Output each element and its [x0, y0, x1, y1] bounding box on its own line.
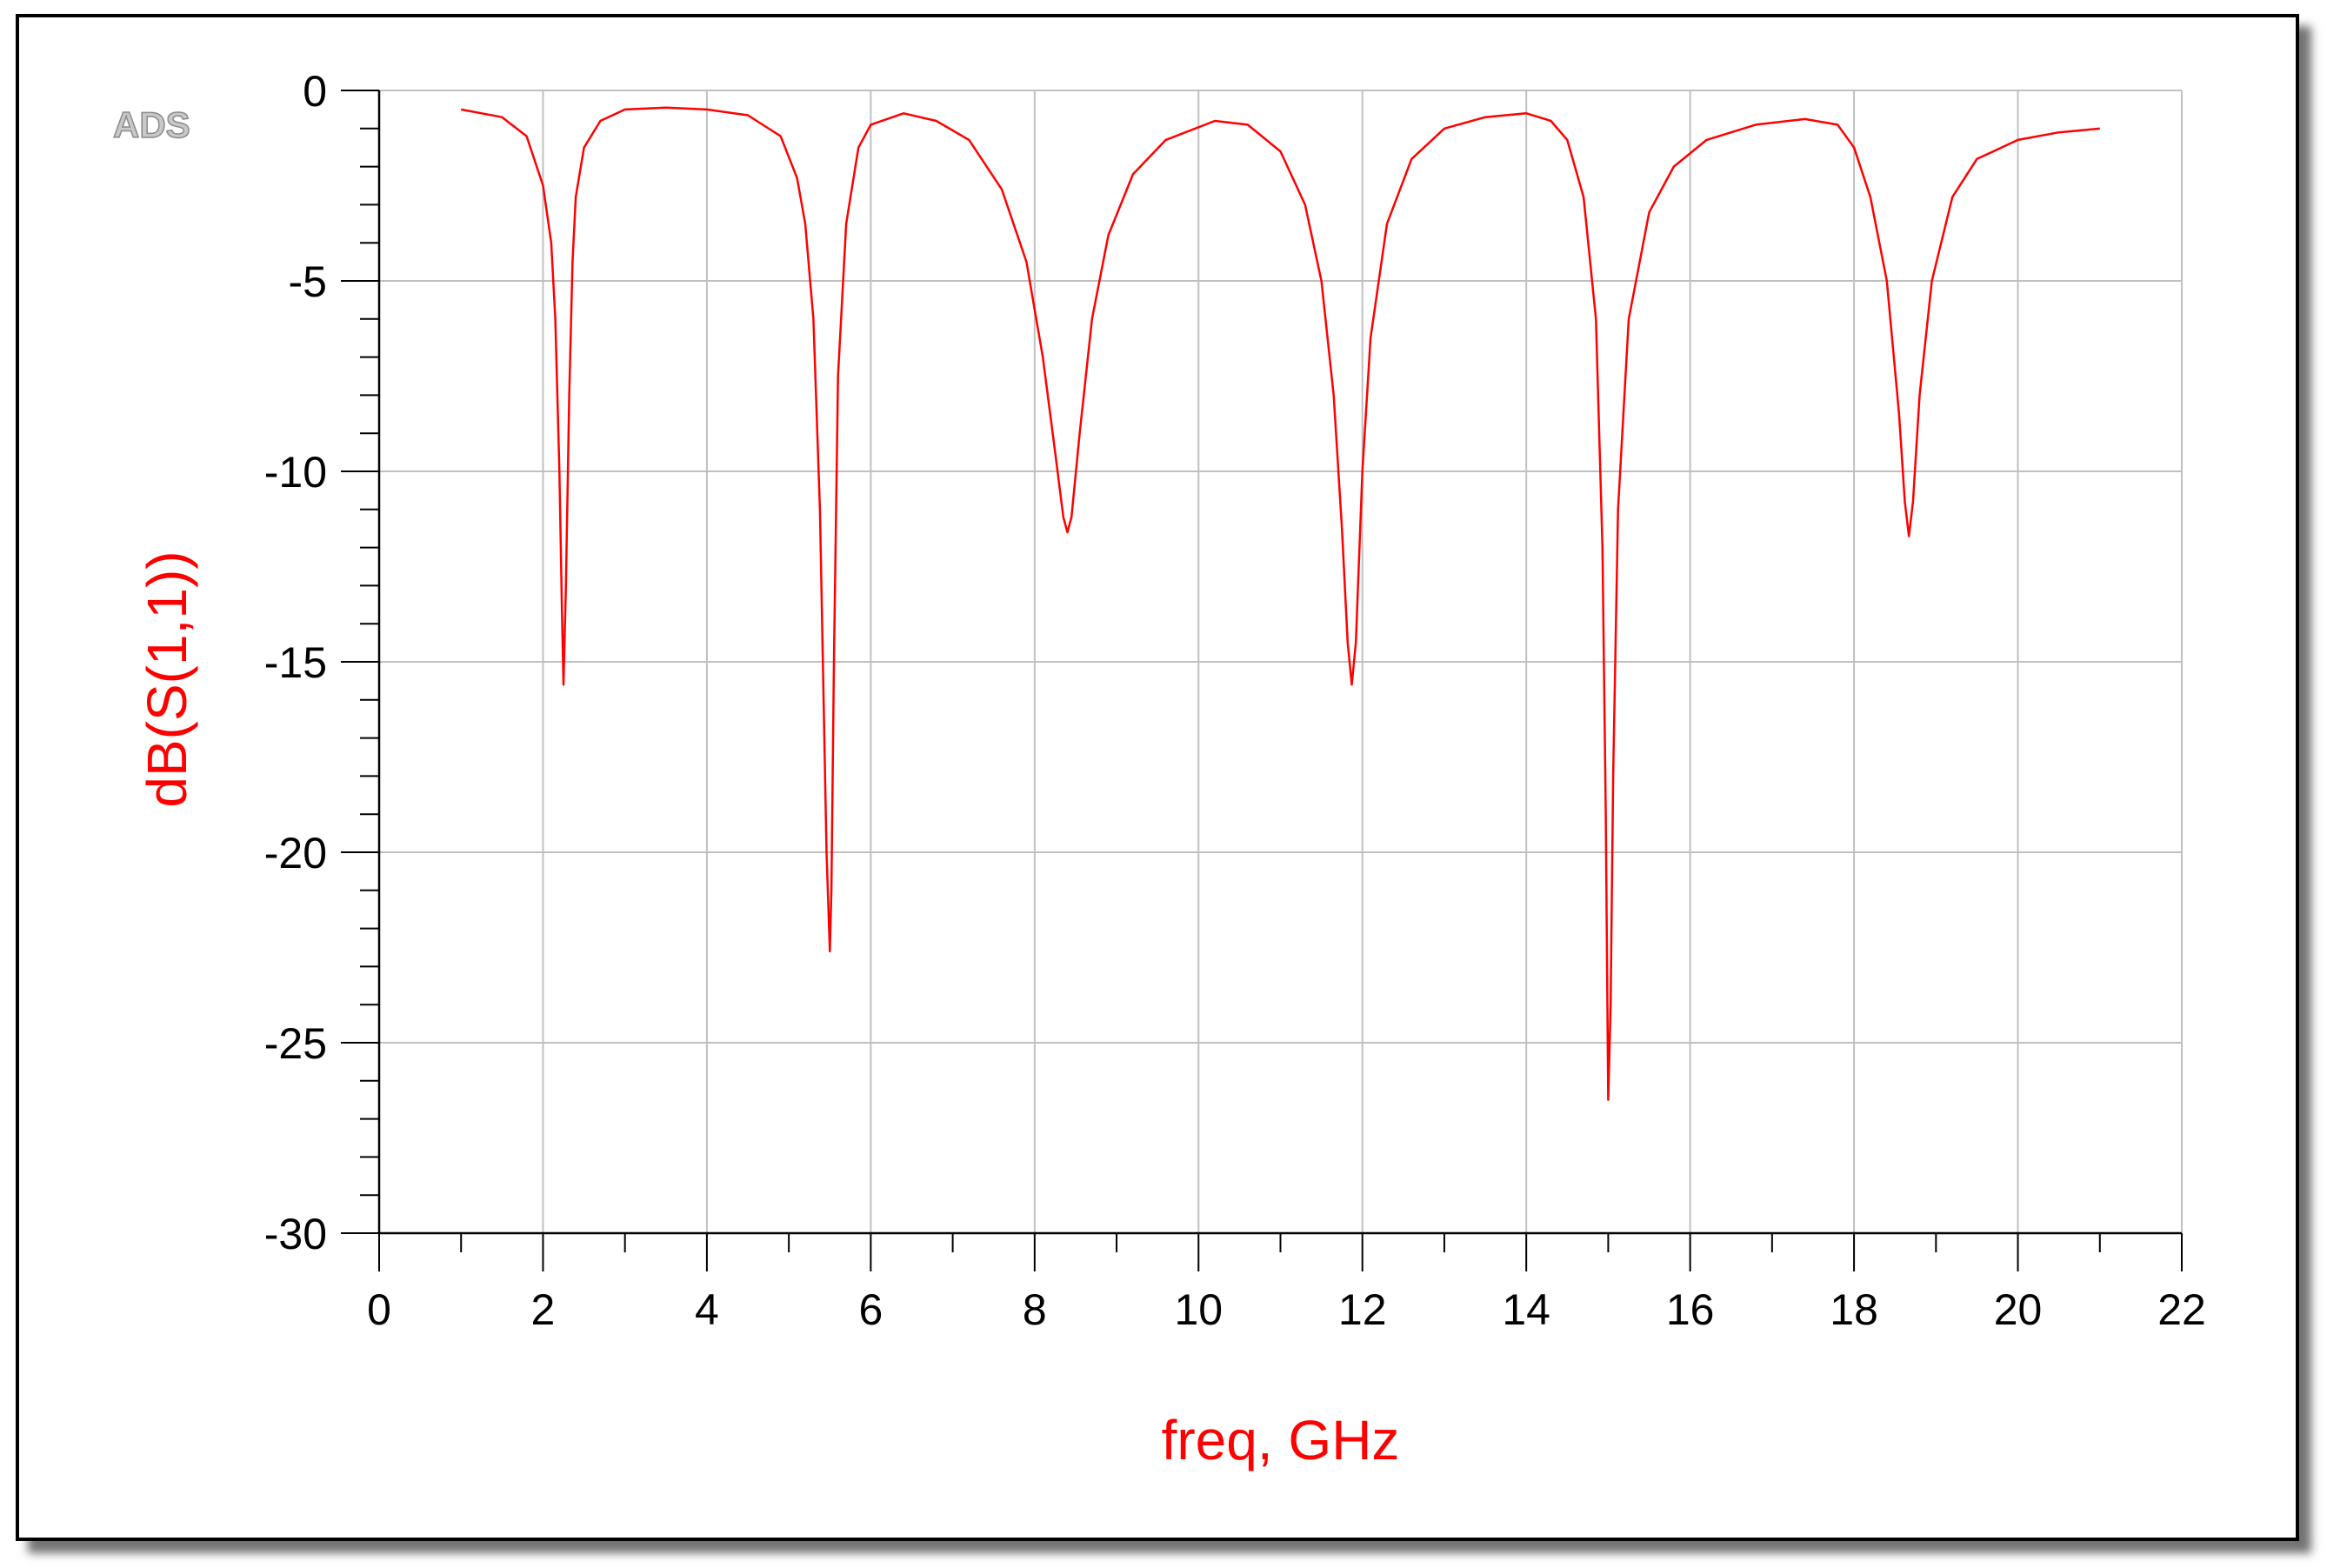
x-axis-label: freq, GHz [1162, 1409, 1400, 1471]
x-tick-label: 8 [1023, 1285, 1047, 1334]
x-tick-label: 4 [695, 1285, 719, 1334]
x-tick-label: 14 [1502, 1285, 1550, 1334]
x-tick-label: 22 [2157, 1285, 2206, 1334]
y-tick-label: -5 [289, 257, 327, 306]
y-tick-label: -10 [264, 448, 327, 497]
chart-svg: ADS 0 -5 -10 -15 -20 -25 -30 0 2 4 6 8 10 12 14 16 18 20 2… [112, 67, 2206, 1471]
y-axis-label: dB(S(1,1)) [136, 550, 198, 807]
y-tick-label: 0 [303, 67, 327, 116]
tick-labels: 0 -5 -10 -15 -20 -25 -30 0 2 4 6 8 10 12 14 16 18 20 22 [264, 67, 2206, 1334]
grid-lines [378, 90, 2183, 1234]
x-tick-label: 16 [1666, 1285, 1715, 1334]
x-tick-label: 10 [1174, 1285, 1223, 1334]
x-tick-label: 2 [531, 1285, 556, 1334]
x-tick-label: 6 [858, 1285, 883, 1334]
y-tick-label: -25 [264, 1019, 327, 1068]
y-tick-label: -30 [264, 1210, 327, 1258]
ads-watermark: ADS [113, 104, 190, 145]
x-tick-label: 18 [1830, 1285, 1878, 1334]
axes [341, 90, 2183, 1271]
x-tick-label: 20 [1994, 1285, 2043, 1334]
series-line [460, 106, 2100, 1101]
chart-frame: ADS 0 -5 -10 -15 -20 -25 -30 0 2 4 6 8 10 12 14 16 18 20 2… [16, 14, 2299, 1541]
x-tick-label: 12 [1338, 1285, 1387, 1334]
x-tick-label: 0 [367, 1285, 391, 1334]
series-layer [460, 106, 2100, 1101]
y-tick-label: -15 [264, 638, 327, 687]
y-tick-label: -20 [264, 829, 327, 877]
